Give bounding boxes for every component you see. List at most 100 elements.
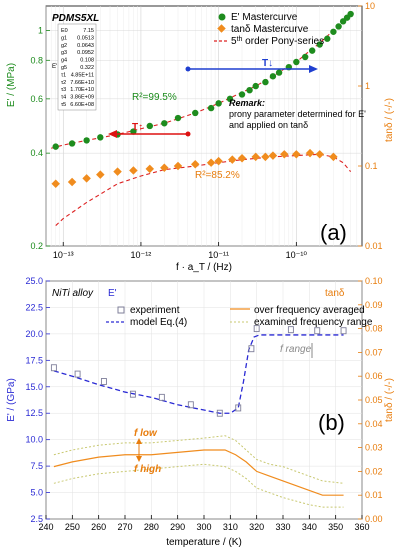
- x-tick-label-b: 310: [223, 522, 238, 532]
- legend-e-label: E' Mastercurve: [231, 12, 298, 23]
- prony-row-value: 6.60E+08: [70, 102, 94, 108]
- x-tick-label-b: 350: [328, 522, 343, 532]
- data-point-e: [316, 41, 323, 48]
- data-point-e: [262, 78, 269, 86]
- data-point-tand: [129, 166, 138, 175]
- prony-row-value: 7.15: [83, 28, 94, 34]
- y-left-tick-label-a: 1: [38, 25, 43, 35]
- x-label-a: f · a_T / (Hz): [176, 262, 232, 273]
- x-tick-label-b: 330: [275, 522, 290, 532]
- x-tick-label-a: 10⁻¹²: [131, 250, 152, 260]
- x-tick-label-b: 270: [117, 522, 132, 532]
- data-point-tand: [113, 167, 122, 176]
- data-point-tand: [191, 160, 200, 169]
- f-arrow-head-up: [136, 438, 142, 444]
- t-arrow-blue-start: [185, 66, 191, 72]
- y-right-tick-label-a: 0.1: [365, 161, 378, 171]
- y-left-tick-label-a: 0.6: [30, 94, 43, 104]
- data-point-e: [324, 35, 331, 42]
- data-point-tand: [160, 163, 169, 173]
- y-right-tick-label-a: 0.01: [365, 241, 383, 251]
- panel-a: 10⁻¹³ 10⁻¹² 10⁻¹¹ 10⁻¹⁰ 0.2 0.4 0.6 0.8 1 0.01 0.1…: [6, 1, 395, 273]
- y-left-tick-label-a: 0.4: [30, 148, 43, 158]
- data-point-e: [347, 10, 354, 18]
- data-point-tand: [96, 170, 105, 179]
- legend-e-marker: [218, 13, 226, 21]
- data-point-experiment: [50, 364, 57, 372]
- prony-row-key: g5: [61, 65, 67, 71]
- data-point-tand: [261, 152, 270, 162]
- y-right-tick-label-b: 0.09: [365, 300, 383, 310]
- data-point-experiment: [74, 370, 81, 378]
- y-right-tick-label-b: 0.06: [365, 371, 383, 381]
- x-tick-label-b: 360: [354, 522, 369, 532]
- prony-row-value: 0.0513: [77, 35, 94, 41]
- data-point-e: [275, 69, 283, 76]
- data-point-e: [238, 91, 246, 98]
- data-point-experiment: [100, 378, 107, 385]
- prony-table-box: [57, 23, 97, 111]
- axis-tag-left-b: E': [108, 288, 117, 299]
- grid-a: [45, 6, 362, 247]
- data-point-tand: [173, 161, 183, 171]
- series-line-tand-range: [53, 435, 344, 484]
- prony-row-key: g2: [61, 43, 67, 49]
- axis-tag-right-b: tanδ: [325, 288, 345, 299]
- legend-fit-label: 5th order Pony-series: [231, 36, 324, 47]
- y-right-tick-label-b: 0.05: [365, 395, 383, 405]
- plot-area-a: [45, 5, 363, 247]
- y-right-tick-label-b: 0.10: [365, 276, 383, 286]
- prony-row-value: 4.85E+11: [71, 72, 94, 78]
- legend-b: experiment model Eq.(4) over frequency a…: [106, 305, 373, 328]
- y-right-tick-label-b: 0.07: [365, 347, 383, 357]
- panel-label-a: (a): [320, 220, 347, 245]
- x-tick-label-b: 280: [144, 522, 159, 532]
- y-right-tick-label-b: 0.02: [365, 466, 383, 476]
- y-left-tick-label-b: 17.5: [25, 355, 43, 365]
- data-point-tand: [214, 156, 223, 166]
- data-point-tand: [145, 164, 155, 174]
- data-point-e: [52, 143, 59, 150]
- f-low-text: f low: [134, 428, 158, 439]
- y-left-tick-label-b: 7.5: [30, 461, 43, 471]
- data-point-tand: [305, 148, 315, 158]
- x-tick-label-a: 10⁻¹¹: [208, 250, 229, 260]
- legend-avg-label: over frequency averaged: [254, 305, 365, 316]
- prony-row-value: 0.108: [80, 58, 94, 64]
- prony-side-label: E': [52, 64, 57, 70]
- data-point-e: [83, 137, 90, 144]
- legend-exp-marker: [117, 306, 125, 314]
- data-point-e: [97, 134, 104, 141]
- prony-row-value: 0.322: [80, 65, 94, 71]
- prony-row-value: 0.0952: [77, 50, 94, 56]
- legend-model-label: model Eq.(4): [130, 317, 187, 328]
- data-point-e: [207, 104, 215, 112]
- y-right-tick-label-b: 0.03: [365, 443, 383, 453]
- data-point-e: [161, 120, 168, 127]
- y-left-tick-label-a: 0.8: [30, 55, 43, 65]
- x-tick-label-b: 300: [196, 522, 211, 532]
- data-point-tand: [315, 150, 324, 159]
- data-point-e: [68, 140, 76, 147]
- y-left-tick-label-b: 20.0: [25, 329, 43, 339]
- prony-row-key: τ2: [61, 80, 66, 86]
- prony-row-key: g1: [61, 35, 67, 41]
- data-point-tand: [82, 174, 91, 183]
- data-point-tand: [292, 150, 301, 159]
- prony-row-key: τ5: [61, 102, 66, 108]
- y-left-tick-label-b: 22.5: [25, 302, 43, 312]
- data-point-experiment: [187, 401, 194, 409]
- legend-range-label: examined frequency range: [254, 317, 373, 328]
- marks-a: [51, 10, 354, 226]
- data-point-experiment: [340, 327, 347, 335]
- data-point-e: [146, 122, 153, 130]
- data-point-tand: [51, 179, 60, 188]
- legend-exp-label: experiment: [130, 305, 180, 316]
- series-line-prony-e: [51, 13, 352, 149]
- data-point-tand: [228, 155, 237, 164]
- x-tick-label-b: 260: [91, 522, 106, 532]
- y-right-tick-label-b: 0.01: [365, 490, 383, 500]
- prony-table-rows: E0 7.15 g1 0.0513 g2 0.0643 g3 0.0952 g4 0.108 g5 0…: [61, 28, 94, 108]
- y-left-tick-label-b: 12.5: [25, 408, 43, 418]
- prony-row-value: 7.66E+10: [70, 80, 94, 86]
